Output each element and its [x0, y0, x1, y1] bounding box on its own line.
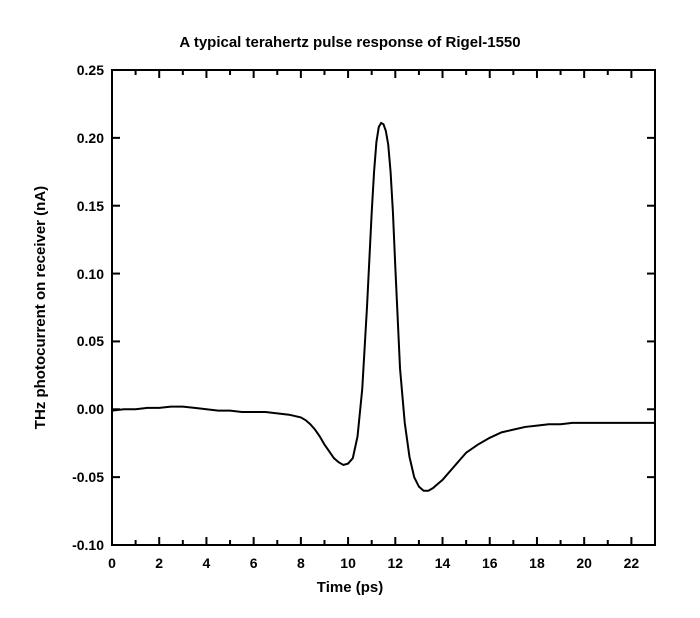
x-tick-label: 0 — [108, 555, 116, 571]
y-tick-label: 0.15 — [77, 198, 104, 214]
x-tick-label: 18 — [529, 555, 545, 571]
y-tick-label: 0.10 — [77, 266, 104, 282]
x-tick-label: 6 — [250, 555, 258, 571]
y-tick-label: -0.10 — [72, 537, 104, 553]
x-tick-label: 4 — [203, 555, 211, 571]
data-line — [112, 123, 655, 491]
x-tick-label: 22 — [624, 555, 640, 571]
chart-plot-area — [0, 0, 700, 618]
y-tick-label: 0.05 — [77, 333, 104, 349]
x-tick-label: 20 — [576, 555, 592, 571]
y-tick-label: 0.00 — [77, 401, 104, 417]
y-tick-label: -0.05 — [72, 469, 104, 485]
x-tick-label: 10 — [340, 555, 356, 571]
x-tick-label: 12 — [388, 555, 404, 571]
x-tick-label: 14 — [435, 555, 451, 571]
y-tick-label: 0.25 — [77, 62, 104, 78]
x-tick-label: 16 — [482, 555, 498, 571]
chart-container: A typical terahertz pulse response of Ri… — [0, 0, 700, 618]
y-tick-label: 0.20 — [77, 130, 104, 146]
x-tick-label: 2 — [155, 555, 163, 571]
x-tick-label: 8 — [297, 555, 305, 571]
